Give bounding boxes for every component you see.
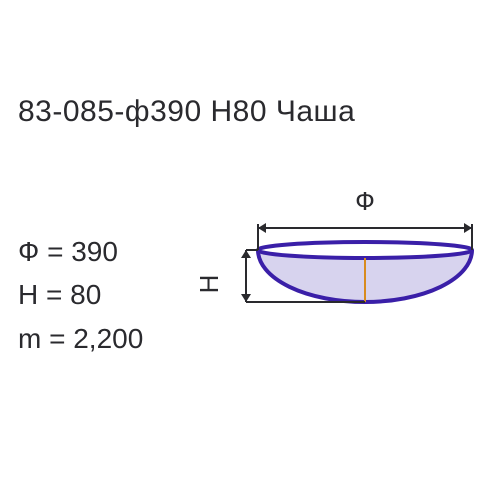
spec-m: m = 2,200 <box>18 317 143 360</box>
product-title: 83-085-ф390 Н80 Чаша <box>18 95 355 129</box>
spec-phi: Ф = 390 <box>18 230 143 273</box>
spec-h: H = 80 <box>18 273 143 316</box>
svg-text:Ф: Ф <box>355 186 375 216</box>
bowl-diagram: ФH <box>190 180 490 360</box>
svg-text:H: H <box>194 275 224 294</box>
spec-list: Ф = 390 H = 80 m = 2,200 <box>18 230 143 360</box>
